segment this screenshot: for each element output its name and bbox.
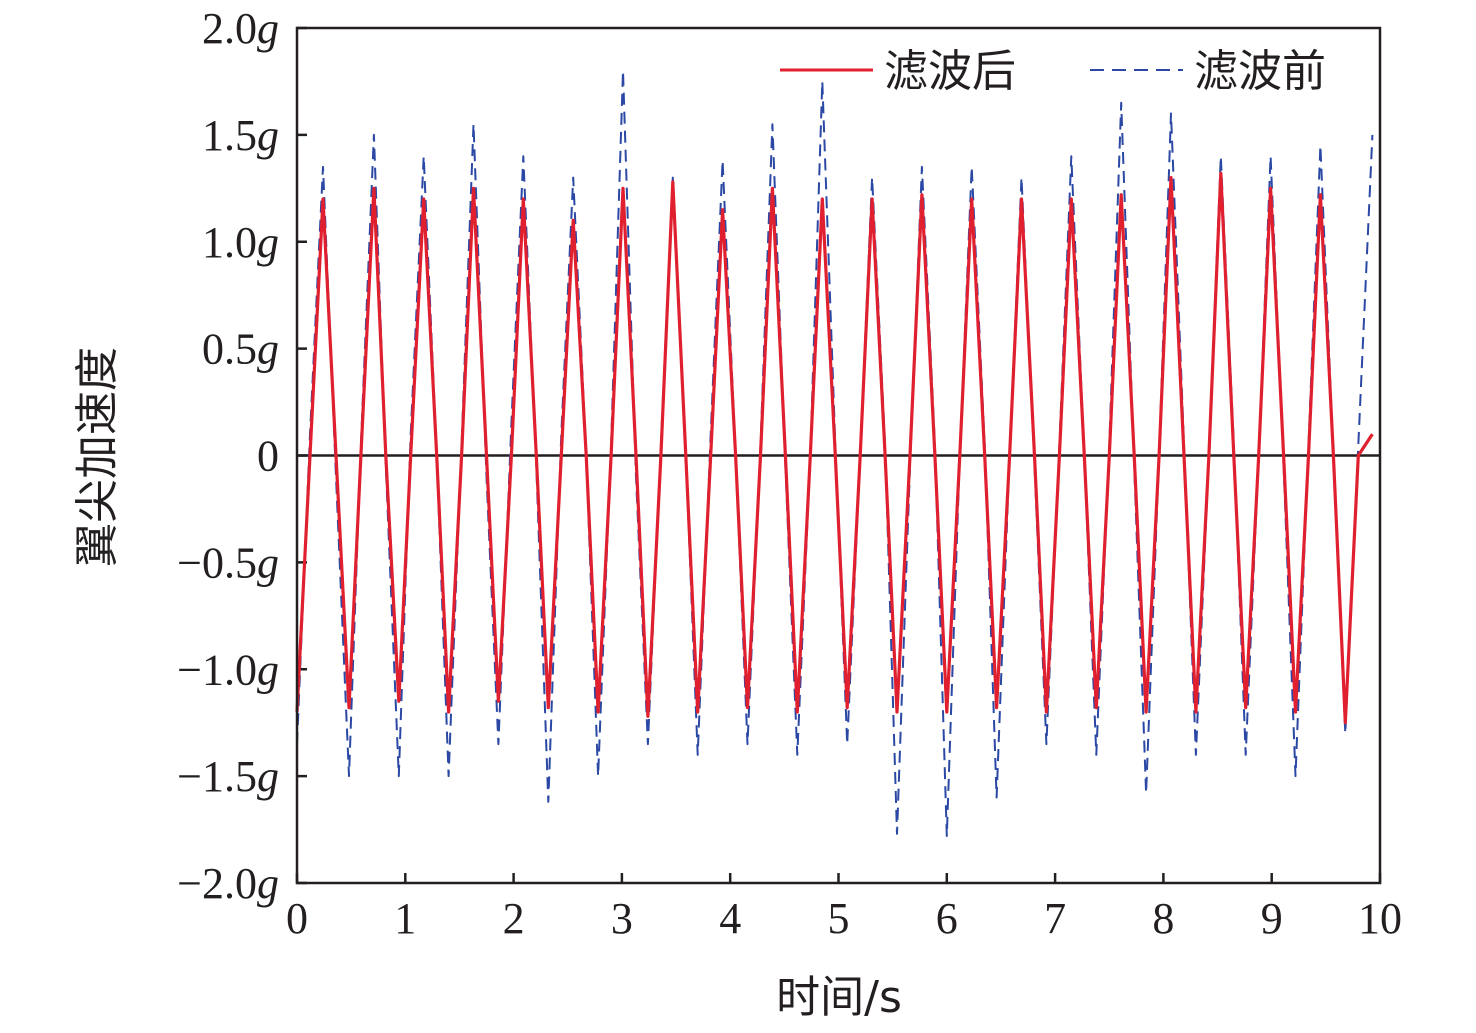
y-tick-label: −1.0g bbox=[177, 645, 279, 694]
series-lines bbox=[295, 69, 1374, 837]
y-tick-label: 2.0g bbox=[202, 4, 279, 53]
y-tick-value: 2.0 bbox=[202, 4, 257, 53]
plot-frame bbox=[295, 26, 1382, 885]
legend-label-raw: 滤波前 bbox=[1194, 46, 1326, 97]
legend-label-filtered: 滤波后 bbox=[884, 46, 1016, 97]
x-axis-title: 时间/s bbox=[776, 972, 902, 1023]
x-tick-label: 5 bbox=[828, 894, 850, 943]
y-tick-unit: g bbox=[257, 859, 279, 908]
y-tick-label: −2.0g bbox=[177, 859, 279, 908]
x-tick-label: 4 bbox=[719, 894, 741, 943]
x-tick-labels: 0 1 2 3 4 5 6 7 8 9 10 bbox=[286, 894, 1402, 943]
y-tick-unit: g bbox=[257, 752, 279, 801]
y-axis-title: 翼尖加速度 bbox=[72, 347, 123, 567]
y-tick-label: −1.5g bbox=[177, 752, 279, 801]
y-tick-label: 0 bbox=[257, 432, 279, 481]
y-tick-labels: 2.0g1.5g1.0g0.5g0−0.5g−1.0g−1.5g−2.0g bbox=[177, 4, 279, 908]
y-tick-label: 1.0g bbox=[202, 218, 279, 267]
y-tick-value: 0 bbox=[257, 432, 279, 481]
y-tick-unit: g bbox=[257, 4, 279, 53]
x-tick-label: 8 bbox=[1152, 894, 1174, 943]
y-tick-label: 1.5g bbox=[202, 111, 279, 160]
x-tick-label: 6 bbox=[936, 894, 958, 943]
y-tick-unit: g bbox=[257, 538, 279, 587]
y-tick-value: −2.0 bbox=[177, 859, 257, 908]
y-tick-label: 0.5g bbox=[202, 325, 279, 374]
x-tick-label: 2 bbox=[503, 894, 525, 943]
y-tick-value: −0.5 bbox=[177, 538, 257, 587]
y-tick-value: −1.5 bbox=[177, 752, 257, 801]
y-tick-value: 0.5 bbox=[202, 325, 257, 374]
legend: 滤波后 滤波前 bbox=[780, 46, 1326, 97]
y-tick-unit: g bbox=[257, 325, 279, 374]
x-tick-label: 10 bbox=[1358, 894, 1402, 943]
y-tick-unit: g bbox=[257, 111, 279, 160]
y-tick-unit: g bbox=[257, 645, 279, 694]
y-tick-value: 1.5 bbox=[202, 111, 257, 160]
x-tick-label: 9 bbox=[1261, 894, 1283, 943]
series-line-filtered bbox=[295, 171, 1374, 725]
y-tick-unit: g bbox=[257, 218, 279, 267]
y-tick-value: 1.0 bbox=[202, 218, 257, 267]
x-tick-label: 0 bbox=[286, 894, 308, 943]
x-tick-label: 3 bbox=[611, 894, 633, 943]
x-tick-label: 1 bbox=[394, 894, 416, 943]
y-tick-label: −0.5g bbox=[177, 538, 279, 587]
y-tick-value: −1.0 bbox=[177, 645, 257, 694]
x-tick-label: 7 bbox=[1044, 894, 1066, 943]
